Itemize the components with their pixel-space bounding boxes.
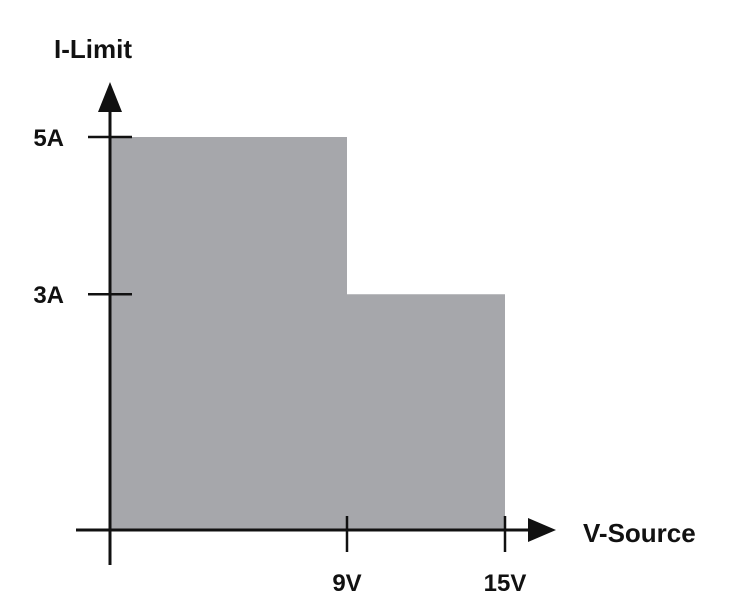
series-area-0 bbox=[110, 137, 505, 530]
y-axis-arrowhead bbox=[98, 82, 122, 112]
axes bbox=[76, 82, 556, 565]
y-tick-label-1: 3A bbox=[33, 282, 64, 309]
x-tick-label-0: 9V bbox=[332, 570, 361, 591]
y-tick-label-0: 5A bbox=[33, 125, 64, 152]
x-axis-title: V-Source bbox=[583, 518, 696, 548]
ticks: 5A 3A 9V 15V bbox=[33, 125, 526, 591]
y-axis-title: I-Limit bbox=[54, 34, 132, 64]
x-tick-label-1: 15V bbox=[484, 570, 527, 591]
plot-area bbox=[110, 137, 505, 530]
x-axis-arrowhead bbox=[528, 518, 556, 542]
